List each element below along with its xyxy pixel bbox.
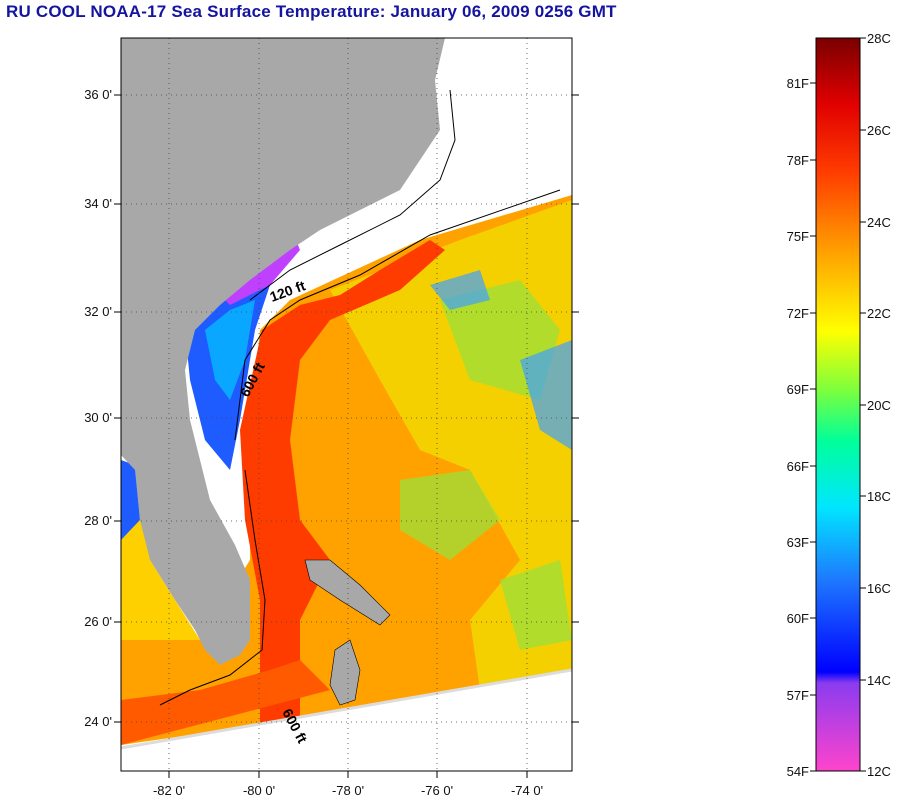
lon-label-78: -78 0' bbox=[332, 783, 364, 798]
cb-c-14: 14C bbox=[867, 673, 891, 688]
west-gulf-cool bbox=[121, 460, 140, 540]
contour-120ft bbox=[249, 89, 456, 301]
cb-c-12: 12C bbox=[867, 764, 891, 779]
swath-edge bbox=[121, 668, 572, 750]
lat-label-24: 24 0' bbox=[84, 714, 112, 729]
florida-strait-warm bbox=[121, 660, 330, 745]
cb-f-63: 63F bbox=[787, 535, 809, 550]
land-mass bbox=[121, 38, 445, 665]
cb-c-20: 20C bbox=[867, 398, 891, 413]
colorbar-gradient bbox=[815, 37, 861, 772]
cb-f-54: 54F bbox=[787, 764, 809, 779]
lat-label-26: 26 0' bbox=[84, 614, 112, 629]
gulf-stream-core bbox=[240, 240, 445, 735]
cb-f-66: 66F bbox=[787, 459, 809, 474]
cb-f-75: 75F bbox=[787, 229, 809, 244]
page-title: RU COOL NOAA-17 Sea Surface Temperature:… bbox=[6, 2, 617, 21]
bahamas-island bbox=[304, 559, 391, 626]
cb-c-16: 16C bbox=[867, 581, 891, 596]
no-data-band bbox=[121, 670, 572, 771]
lon-label-76: -76 0' bbox=[421, 783, 453, 798]
ocean-cool-patches bbox=[430, 270, 572, 450]
contour-600ft bbox=[234, 189, 561, 441]
lon-axis: -82 0' -80 0' -78 0' -76 0' -74 0' bbox=[153, 771, 543, 798]
cb-c-22: 22C bbox=[867, 306, 891, 321]
lat-label-28: 28 0' bbox=[84, 513, 112, 528]
graticule bbox=[121, 38, 572, 771]
lat-label-32: 32 0' bbox=[84, 304, 112, 319]
lat-label-34: 34 0' bbox=[84, 196, 112, 211]
shelf-cyan-water bbox=[205, 300, 255, 400]
lon-label-80: -80 0' bbox=[243, 783, 275, 798]
lon-label-74: -74 0' bbox=[511, 783, 543, 798]
cb-f-60: 60F bbox=[787, 611, 809, 626]
lon-label-82: -82 0' bbox=[153, 783, 185, 798]
lat-label-30: 30 0' bbox=[84, 410, 112, 425]
cb-f-57: 57F bbox=[787, 688, 809, 703]
cb-f-69: 69F bbox=[787, 382, 809, 397]
coast-contour bbox=[159, 469, 266, 706]
map-field bbox=[121, 38, 572, 771]
lat-label-36: 36 0' bbox=[84, 87, 112, 102]
cb-f-81: 81F bbox=[787, 76, 809, 91]
map-frame bbox=[120, 37, 573, 772]
cb-c-18: 18C bbox=[867, 489, 891, 504]
colorbar: 28C 26C 24C 22C 20C 18C 16C 14C 12C 81F … bbox=[787, 31, 891, 779]
andros-island bbox=[329, 639, 361, 706]
cb-c-28: 28C bbox=[867, 31, 891, 46]
cb-f-72: 72F bbox=[787, 306, 809, 321]
lat-axis: 36 0' 34 0' 32 0' 30 0' 28 0' 26 0' 24 0… bbox=[84, 87, 579, 729]
cb-c-24: 24C bbox=[867, 215, 891, 230]
cb-f-78: 78F bbox=[787, 153, 809, 168]
cb-c-26: 26C bbox=[867, 123, 891, 138]
